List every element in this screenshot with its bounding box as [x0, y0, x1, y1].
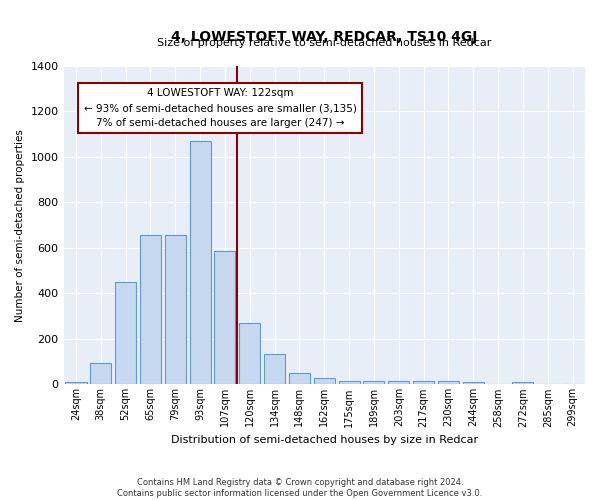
- Bar: [388, 381, 409, 384]
- Bar: [364, 381, 385, 384]
- X-axis label: Distribution of semi-detached houses by size in Redcar: Distribution of semi-detached houses by …: [171, 435, 478, 445]
- Text: 4 LOWESTOFT WAY: 122sqm
← 93% of semi-detached houses are smaller (3,135)
7% of : 4 LOWESTOFT WAY: 122sqm ← 93% of semi-de…: [83, 88, 356, 128]
- Bar: [115, 282, 136, 384]
- Title: 4, LOWESTOFT WAY, REDCAR, TS10 4GJ: 4, LOWESTOFT WAY, REDCAR, TS10 4GJ: [171, 30, 478, 44]
- Bar: [140, 236, 161, 384]
- Bar: [463, 382, 484, 384]
- Text: Contains HM Land Registry data © Crown copyright and database right 2024.
Contai: Contains HM Land Registry data © Crown c…: [118, 478, 482, 498]
- Bar: [512, 382, 533, 384]
- Text: Size of property relative to semi-detached houses in Redcar: Size of property relative to semi-detach…: [157, 38, 491, 48]
- Bar: [289, 373, 310, 384]
- Bar: [214, 252, 235, 384]
- Bar: [438, 382, 459, 384]
- Bar: [190, 141, 211, 384]
- Bar: [314, 378, 335, 384]
- Bar: [413, 382, 434, 384]
- Bar: [264, 354, 285, 384]
- Bar: [338, 381, 359, 384]
- Bar: [239, 323, 260, 384]
- Bar: [65, 382, 86, 384]
- Y-axis label: Number of semi-detached properties: Number of semi-detached properties: [15, 129, 25, 322]
- Bar: [90, 363, 112, 384]
- Bar: [165, 236, 186, 384]
